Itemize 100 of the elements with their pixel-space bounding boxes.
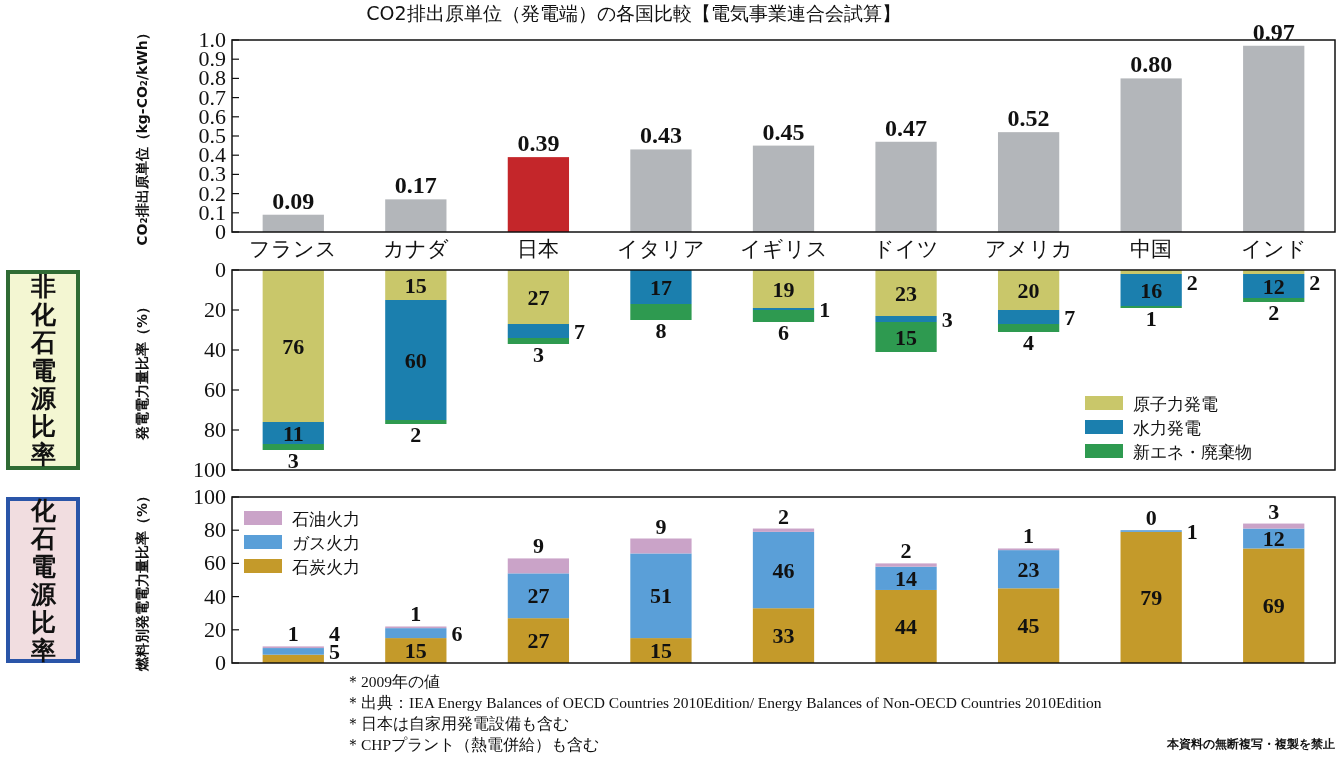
data-label: 9 xyxy=(655,513,667,539)
bar xyxy=(997,550,1060,589)
data-label: 14 xyxy=(895,566,918,592)
text: 本資料の無断複写・複製を禁止 xyxy=(1166,737,1335,751)
data-label: 17 xyxy=(649,274,672,300)
bar xyxy=(385,300,447,420)
legend-label: 水力発電 xyxy=(1133,418,1201,438)
data-label: 0.43 xyxy=(639,122,682,149)
bar xyxy=(262,444,324,450)
text: ＊CHPプラント（熱電併給）も含む xyxy=(345,736,600,753)
data-label: 23 xyxy=(895,280,918,306)
legend-label: 石炭火力 xyxy=(292,557,360,577)
bar xyxy=(752,310,815,322)
data-label: 33 xyxy=(772,623,795,649)
data-label: 1 xyxy=(1186,518,1198,544)
data-label: 2 xyxy=(900,538,912,564)
data-label: 51 xyxy=(649,583,672,609)
data-label: 6 xyxy=(778,319,789,345)
bar xyxy=(630,553,692,639)
y-tick-label: 80 xyxy=(204,417,226,442)
bar xyxy=(997,324,1060,332)
bar xyxy=(875,589,937,663)
legend-label: 新エネ・廃棄物 xyxy=(1133,442,1252,462)
x-tick-label: インド xyxy=(1240,237,1307,261)
bar xyxy=(875,141,937,232)
bar xyxy=(875,316,937,322)
x-tick-label: アメリカ xyxy=(984,237,1073,261)
data-label: 3 xyxy=(941,306,953,332)
bar xyxy=(1243,298,1305,302)
bar xyxy=(875,270,937,316)
data-label: 19 xyxy=(772,276,795,302)
text: ＊2009年の値 xyxy=(345,673,440,690)
data-label: 9 xyxy=(532,533,544,559)
text: ＊出典：IEA Energy Balances of OECD Countries 2010Edition/ Energy Balances of Non-OECD Countries 2010Edition xyxy=(345,694,1102,711)
y-tick-label: 0 xyxy=(215,650,226,675)
bar xyxy=(997,310,1060,324)
data-label: 2 xyxy=(778,503,789,529)
data-label: 3 xyxy=(1268,498,1280,524)
data-label: 6 xyxy=(451,620,463,646)
bar xyxy=(507,324,570,338)
bar xyxy=(507,558,570,574)
bar xyxy=(1120,531,1182,663)
bar xyxy=(507,573,570,619)
data-label: 79 xyxy=(1140,585,1163,611)
data-label: 12 xyxy=(1262,273,1285,299)
bar xyxy=(630,270,692,304)
y-tick-label: 0 xyxy=(215,257,226,282)
data-label: 3 xyxy=(287,447,299,473)
data-label: 60 xyxy=(404,347,427,373)
data-label: 0 xyxy=(1145,505,1157,531)
text: 非化石電源比率 xyxy=(29,272,57,469)
data-label: 1 xyxy=(1145,305,1157,331)
y-axis-title: 発電電力量比率（%） xyxy=(134,299,150,442)
data-label: 0.09 xyxy=(272,187,315,214)
data-label: 46 xyxy=(772,557,795,583)
bar xyxy=(385,420,447,424)
x-tick-label: ドイツ xyxy=(873,237,940,261)
y-tick-label: 60 xyxy=(204,377,226,402)
y-tick-label: 40 xyxy=(204,583,226,609)
data-label: 8 xyxy=(655,317,667,343)
bar xyxy=(875,322,937,352)
x-tick-label: 日本 xyxy=(517,237,560,261)
bar xyxy=(630,304,692,320)
legend-label: ガス火力 xyxy=(292,533,360,553)
data-label: 15 xyxy=(895,324,918,350)
chart-title: CO2排出原単位（発電端）の各国比較【電気事業連合会試算】 xyxy=(366,2,901,24)
x-tick-label: フランス xyxy=(249,237,338,261)
text: ＊日本は自家用発電設備も含む xyxy=(345,715,569,732)
x-tick-label: 中国 xyxy=(1130,237,1173,261)
bar xyxy=(997,588,1060,663)
y-tick-label: 80 xyxy=(204,517,226,543)
legend-label: 石油火力 xyxy=(292,509,360,529)
x-tick-label: イギリス xyxy=(739,237,828,261)
data-label: 0.17 xyxy=(394,172,437,199)
data-label: 27 xyxy=(527,628,550,654)
data-label: 0.47 xyxy=(885,114,928,141)
data-label: 3 xyxy=(532,341,544,367)
bar xyxy=(630,149,692,232)
data-label: 11 xyxy=(282,420,304,446)
data-label: 76 xyxy=(282,333,305,359)
data-label: 1 xyxy=(819,296,831,322)
data-label: 15 xyxy=(404,272,427,298)
y-tick-label: 0 xyxy=(215,219,226,244)
data-label: 0.97 xyxy=(1252,18,1295,45)
data-label: 1 xyxy=(410,601,422,627)
y-tick-label: 100 xyxy=(193,457,226,482)
y-tick-label: 60 xyxy=(204,550,226,576)
bar xyxy=(752,531,815,609)
bar xyxy=(262,214,324,232)
data-label: 27 xyxy=(527,284,550,310)
bar xyxy=(752,145,815,232)
data-label: 0.45 xyxy=(762,118,805,145)
data-label: 2 xyxy=(1268,299,1280,325)
bar xyxy=(630,538,692,554)
data-label: 15 xyxy=(404,638,427,664)
data-label: 0.80 xyxy=(1130,51,1173,78)
data-label: 15 xyxy=(649,638,672,664)
y-axis-title: 燃料別発電電力量比率（%） xyxy=(134,488,150,673)
data-label: 27 xyxy=(527,583,550,609)
data-label: 1 xyxy=(1023,523,1035,549)
